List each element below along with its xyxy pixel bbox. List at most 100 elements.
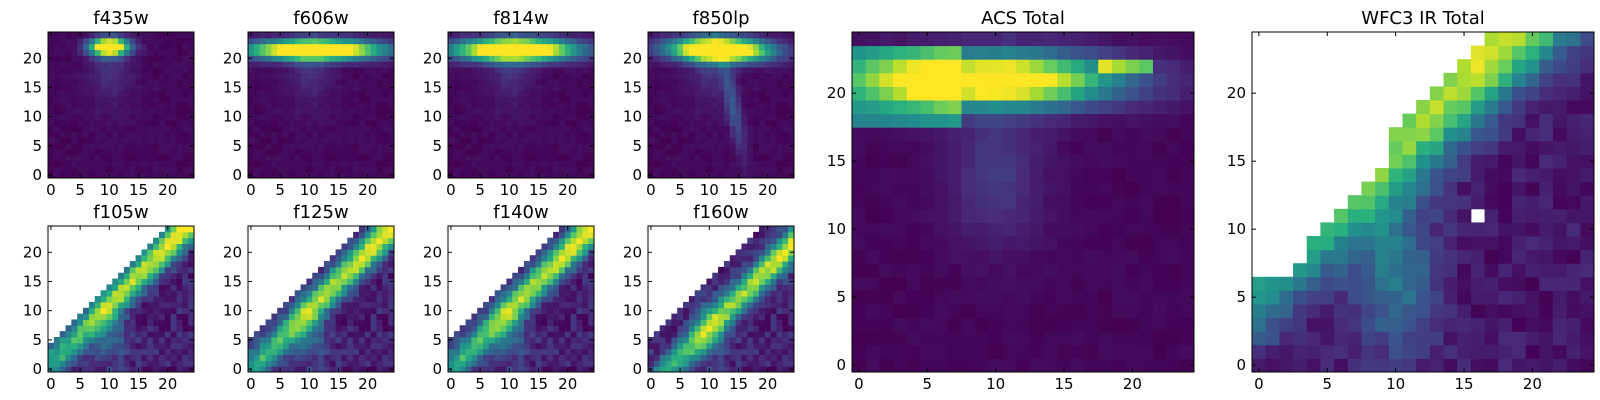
heatmap-cell (329, 331, 337, 338)
heatmap-cell (382, 243, 389, 250)
heatmap-cell (188, 360, 195, 367)
heatmap-cell (576, 96, 583, 103)
heatmap-cell (648, 166, 655, 173)
heatmap-cell (288, 160, 296, 167)
heatmap-cell (118, 131, 125, 138)
heatmap-cell (129, 84, 137, 91)
heatmap-cell (512, 131, 519, 138)
heatmap-cell (729, 166, 737, 173)
heatmap-cell (1139, 127, 1154, 142)
heatmap-cell (570, 255, 577, 262)
heatmap-cell (677, 160, 684, 167)
heatmap-cell (488, 72, 496, 80)
heatmap-cell (353, 331, 360, 338)
heatmap-cell (683, 336, 690, 344)
heatmap-cell (459, 119, 467, 126)
heatmap-cell (518, 301, 525, 309)
heatmap-cell (370, 78, 377, 86)
heatmap-cell (448, 137, 455, 144)
heatmap-cell (341, 55, 348, 62)
heatmap-cell (570, 360, 577, 367)
heatmap-cell (706, 84, 713, 91)
heatmap-cell (541, 72, 548, 80)
heatmap-cell (934, 358, 949, 373)
heatmap-cell (1070, 263, 1086, 278)
heatmap-cell (529, 313, 537, 320)
heatmap-cell (294, 325, 302, 332)
heatmap-cell (718, 313, 725, 320)
heatmap-cell (500, 78, 507, 86)
heatmap-cell (94, 336, 102, 344)
heatmap-cell (564, 148, 572, 156)
heatmap-cell (259, 360, 267, 367)
heatmap-cell (541, 125, 548, 132)
heatmap-cell (318, 113, 325, 121)
heatmap-cell (758, 154, 766, 161)
heatmap-cell (947, 113, 962, 128)
heatmap-cell (694, 78, 702, 86)
heatmap-cell (118, 148, 125, 156)
heatmap-cell (588, 290, 595, 297)
heatmap-cell (934, 331, 949, 346)
heatmap-cell (271, 154, 278, 161)
heatmap-cell (353, 107, 360, 115)
heatmap-cell (353, 160, 360, 167)
heatmap-cell (488, 55, 496, 62)
heatmap-cell (718, 61, 725, 68)
heatmap-cell (300, 125, 307, 132)
heatmap-cell (553, 166, 560, 173)
heatmap-cell (541, 43, 548, 51)
heatmap-cell (518, 96, 525, 103)
heatmap-cell (1098, 358, 1113, 373)
heatmap-cell (176, 360, 183, 367)
heatmap-cell (723, 125, 731, 132)
heatmap-cell (500, 348, 507, 355)
heatmap-cell (100, 142, 107, 150)
heatmap-cell (558, 90, 566, 97)
heatmap-cell (253, 113, 261, 121)
heatmap-cell (88, 119, 96, 126)
heatmap-cell (341, 319, 348, 326)
heatmap-cell (483, 90, 490, 97)
heatmap-cell (370, 166, 377, 173)
heatmap-cell (1125, 236, 1140, 251)
heatmap-cell (718, 325, 725, 332)
heatmap-cell (259, 119, 267, 126)
heatmap-cell (323, 266, 331, 274)
heatmap-cell (1139, 344, 1154, 359)
heatmap-cell (353, 366, 360, 373)
heatmap-cell (688, 43, 696, 51)
heatmap-cell (729, 102, 737, 109)
heatmap-cell (1057, 100, 1072, 115)
y-tick-label: 10 (423, 302, 442, 320)
heatmap-cell (83, 43, 90, 51)
heatmap-cell (306, 90, 313, 97)
heatmap-cell (453, 72, 461, 80)
heatmap-cell (1125, 249, 1140, 264)
heatmap-cell (347, 243, 354, 250)
heatmap-cell (471, 360, 478, 367)
heatmap-cell (706, 90, 713, 97)
heatmap-cell (471, 348, 478, 355)
heatmap-cell (176, 137, 183, 144)
heatmap-cell (100, 148, 107, 156)
heatmap-cell (494, 319, 502, 326)
heatmap-cell (329, 148, 337, 156)
heatmap-cell (335, 348, 342, 355)
heatmap-cell (718, 284, 725, 291)
heatmap-cell (659, 336, 667, 344)
heatmap-cell (65, 113, 72, 121)
heatmap-cell (141, 32, 148, 39)
heatmap-cell (141, 366, 148, 373)
heatmap-cell (188, 107, 195, 115)
heatmap-cell (382, 37, 389, 45)
heatmap-cell (712, 142, 719, 150)
heatmap-cell (961, 154, 976, 169)
heatmap-cell (376, 342, 383, 350)
heatmap-cell (1002, 236, 1017, 251)
heatmap-cell (341, 272, 348, 280)
heatmap-cell (83, 137, 90, 144)
heatmap-cell (1139, 331, 1154, 346)
heatmap-cell (341, 331, 348, 338)
heatmap-cell (123, 148, 131, 156)
